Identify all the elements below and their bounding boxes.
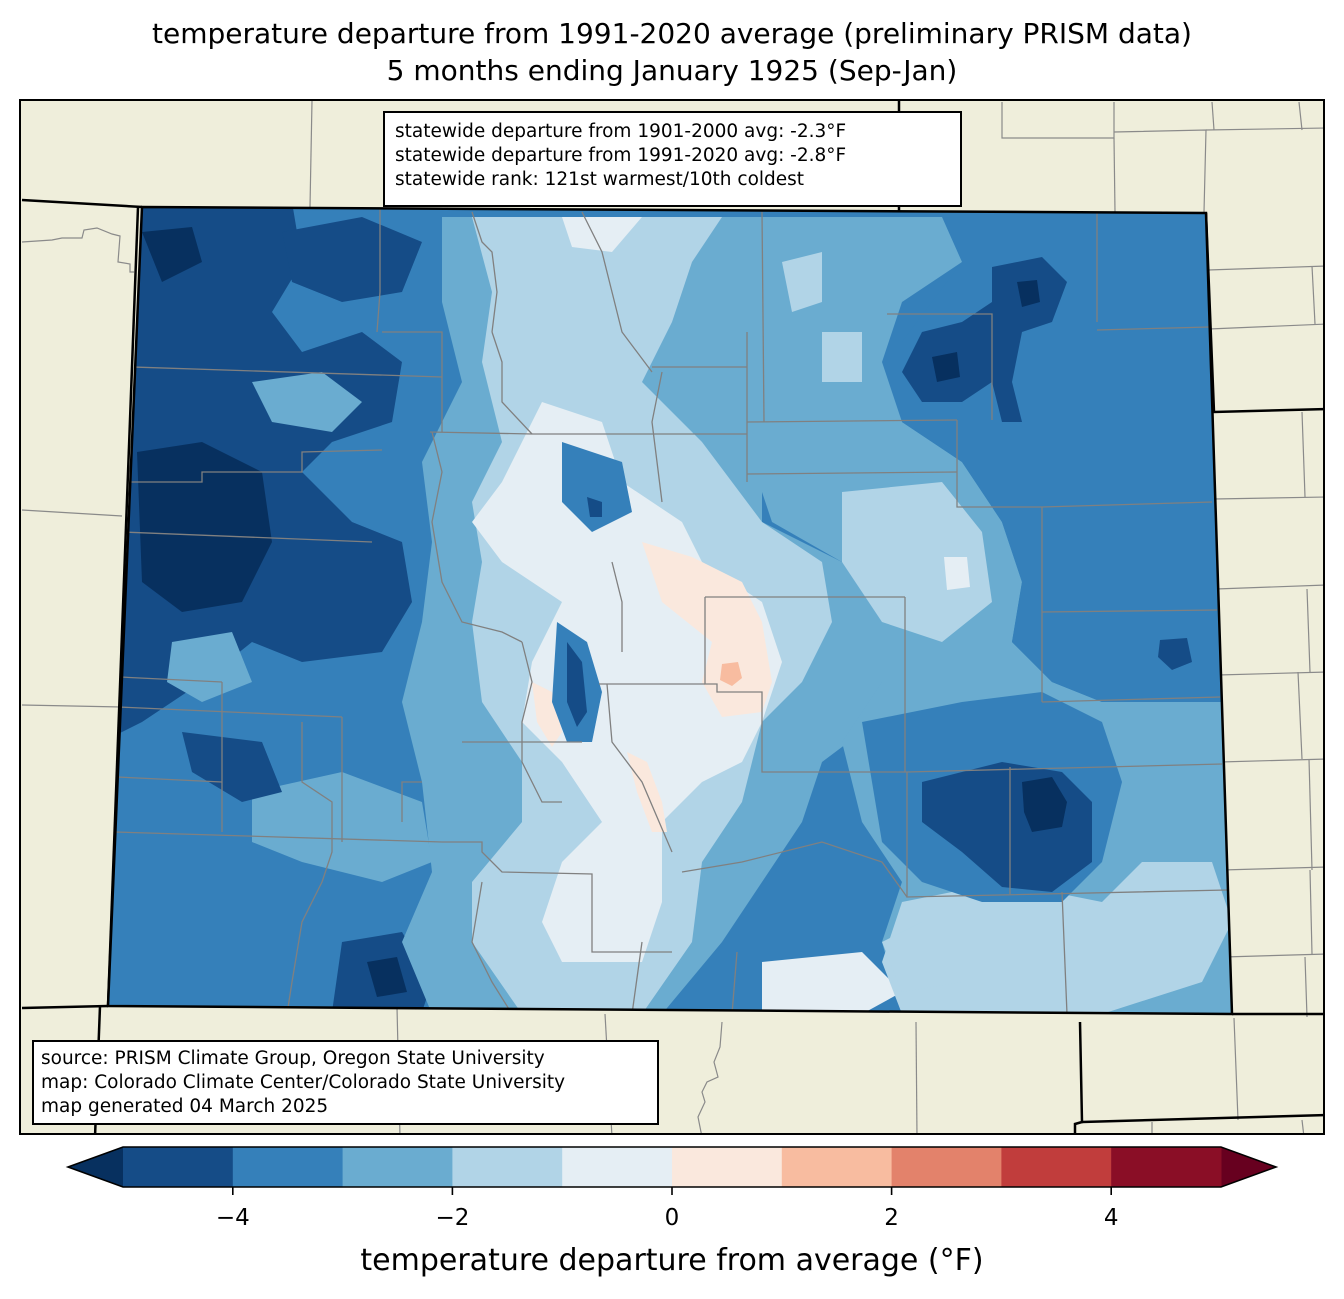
contour-warm-sangre xyxy=(532,682,562,747)
colorbar-tick-label: 2 xyxy=(884,1205,899,1231)
contour-warm-sangre-2 xyxy=(627,752,667,832)
credit-map: map: Colorado Climate Center/Colorado St… xyxy=(41,1072,566,1093)
stat-departure-1901-2000: statewide departure from 1901-2000 avg: … xyxy=(395,121,847,142)
contour-dark-east-blob xyxy=(1158,638,1192,670)
colorbar-outline xyxy=(65,1146,1279,1188)
chart-subtitle: 5 months ending January 1925 (Sep-Jan) xyxy=(386,54,958,87)
contour-under-sw xyxy=(367,957,407,997)
contour-light-sw-ark xyxy=(882,922,962,992)
colorbar-tick-label: 4 xyxy=(1103,1205,1119,1231)
credit-generated: map generated 04 March 2025 xyxy=(41,1096,329,1117)
colorbar-tick-label: 0 xyxy=(664,1205,680,1231)
contour-darker-ridge xyxy=(567,642,587,727)
contour-light-east-center xyxy=(842,482,992,642)
colorado-contours xyxy=(108,207,1232,1014)
colorbar-bin xyxy=(452,1147,563,1187)
temperature-map xyxy=(21,101,1323,1133)
contour-lighter-se xyxy=(762,952,902,1014)
colorbar-bin xyxy=(123,1147,234,1187)
map-panel xyxy=(19,99,1325,1135)
colorbar-extend-over xyxy=(1221,1147,1276,1187)
colorado-border xyxy=(106,205,1234,1016)
contour-lighter-east-center xyxy=(944,557,970,590)
credit-source: source: PRISM Climate Group, Oregon Stat… xyxy=(41,1048,545,1069)
colorbar-tick-label: −4 xyxy=(215,1205,250,1231)
colorbar-bin xyxy=(891,1147,1002,1187)
contour-lighter-north xyxy=(562,217,642,252)
colorbar xyxy=(65,1146,1279,1195)
stat-rank: statewide rank: 121st warmest/10th colde… xyxy=(395,169,805,190)
contour-under-se xyxy=(1022,777,1067,832)
contour-lighter-central xyxy=(472,402,782,962)
contour-under-ne-2 xyxy=(932,352,960,382)
contour-under-west-2 xyxy=(142,227,202,282)
colorbar-tick-label: −2 xyxy=(435,1205,470,1231)
colorbar-bin xyxy=(342,1147,453,1187)
credits-box: source: PRISM Climate Group, Oregon Stat… xyxy=(32,1040,659,1125)
colorbar-bin xyxy=(672,1147,783,1187)
colorbar-bin xyxy=(781,1147,893,1187)
colorbar-bin xyxy=(562,1147,673,1187)
contour-dark-frontrange xyxy=(562,442,632,532)
contour-under-west xyxy=(137,442,272,612)
colorbar-label: temperature departure from average (°F) xyxy=(360,1243,984,1278)
county-lines xyxy=(114,207,1228,1014)
contour-dark-nw-blob xyxy=(282,217,422,302)
contour-under-ne xyxy=(1017,280,1040,307)
contour-warmer xyxy=(720,662,742,686)
contour-light-east-patch-2 xyxy=(822,332,862,382)
colorbar-bin xyxy=(232,1147,344,1187)
chart-title: temperature departure from 1991-2020 ave… xyxy=(152,17,1192,50)
contour-mid-west-patch xyxy=(252,372,362,432)
contour-darker-frontrange xyxy=(587,497,602,517)
contour-light-se xyxy=(882,862,1232,1014)
colorbar-extend-under xyxy=(68,1147,123,1187)
colorbar-bin xyxy=(1111,1147,1222,1187)
neighbor-county-lines xyxy=(21,101,1323,1133)
stat-departure-1991-2020: statewide departure from 1991-2020 avg: … xyxy=(395,145,847,166)
contour-mid-west-patch-2 xyxy=(167,632,252,702)
statewide-stats-box: statewide departure from 1901-2000 avg: … xyxy=(383,111,962,207)
contour-light-east-patch xyxy=(782,252,822,312)
contour-dark-sw-2 xyxy=(182,732,282,802)
colorbar-bin xyxy=(1001,1147,1112,1187)
